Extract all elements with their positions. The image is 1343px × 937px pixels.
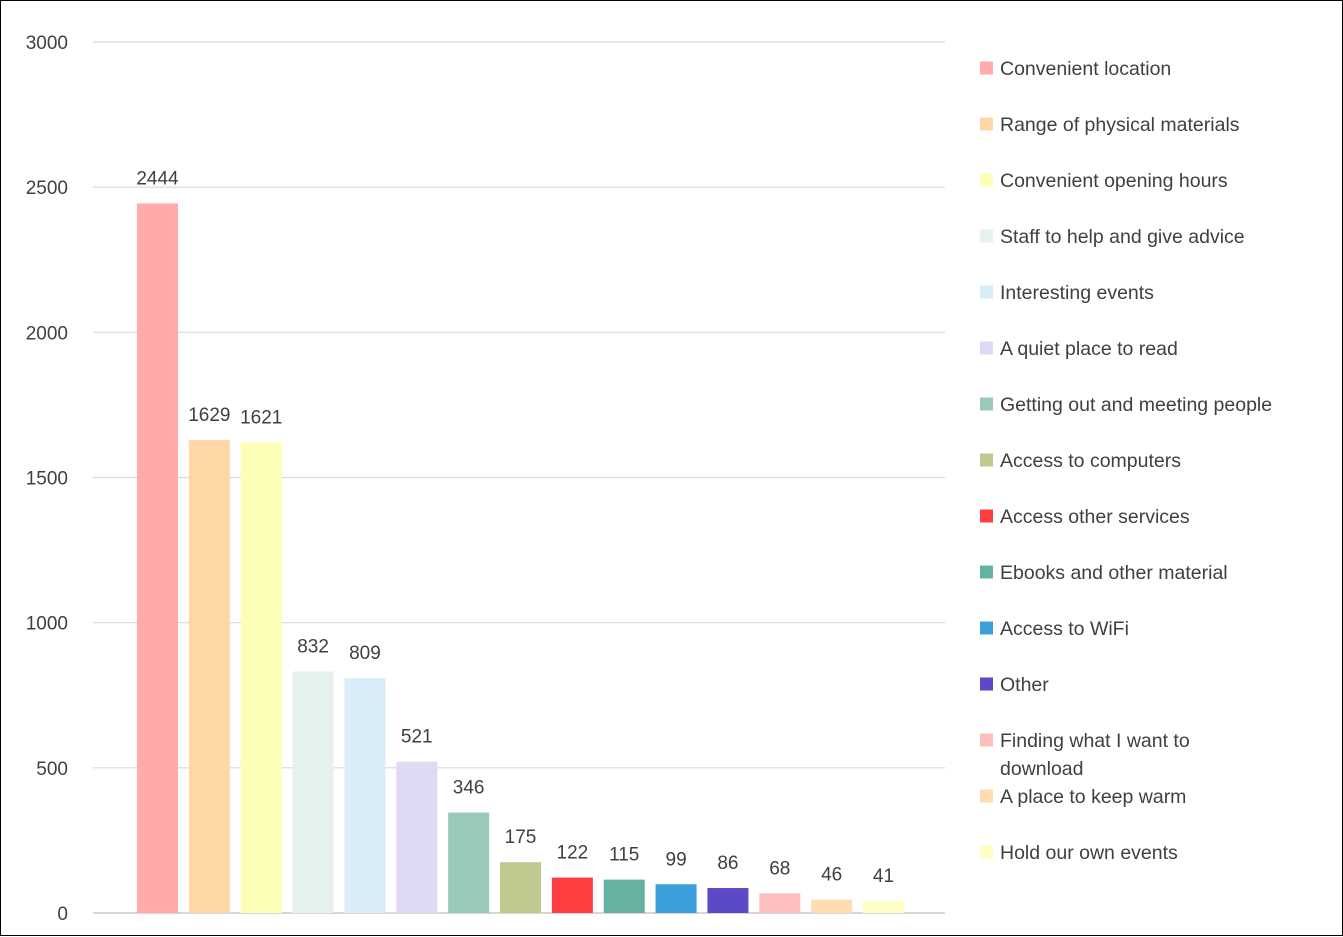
legend-item: A quiet place to read	[980, 338, 1178, 360]
gridlines	[93, 41, 945, 914]
legend-item: A place to keep warm	[980, 786, 1186, 808]
legend-swatch	[980, 117, 993, 131]
legend-item: Interesting events	[980, 282, 1154, 304]
bar	[240, 442, 282, 913]
legend-swatch	[980, 677, 993, 691]
data-label: 99	[666, 849, 687, 870]
legend-label: Other	[1000, 674, 1049, 696]
bar	[448, 812, 490, 913]
legend-label: Interesting events	[1000, 282, 1154, 304]
legend-label: A place to keep warm	[1000, 786, 1186, 808]
legend-swatch	[980, 61, 993, 75]
y-tick-label: 500	[36, 759, 68, 780]
data-label: 122	[557, 843, 589, 864]
legend-label: Finding what I want to	[1000, 730, 1190, 752]
legend-label: download	[1000, 758, 1083, 780]
bar	[500, 862, 541, 913]
legend-label: Access to WiFi	[1000, 618, 1129, 640]
y-tick-label: 1000	[26, 614, 68, 635]
data-label: 115	[609, 845, 639, 866]
y-tick-label: 1500	[26, 469, 68, 490]
legend-label: A quiet place to read	[1000, 338, 1178, 360]
y-tick-label: 2500	[26, 178, 68, 199]
bar	[811, 899, 853, 913]
y-tick-label: 3000	[26, 33, 68, 54]
y-axis-ticks: 0 500 1000 1500 2000 2500 3000	[26, 33, 68, 925]
legend-label: Ebooks and other material	[1000, 562, 1228, 584]
y-tick-label: 0	[57, 904, 68, 925]
data-label: 68	[769, 858, 790, 879]
legend-swatch	[980, 285, 993, 299]
legend-item: Getting out and meeting people	[980, 394, 1272, 416]
data-labels: 2444 1629 1621 832 809 521 346 175 122 115 99 86 68 4…	[136, 168, 894, 887]
bar	[655, 884, 697, 913]
legend-label: Access other services	[1000, 506, 1190, 528]
data-label: 2444	[136, 168, 179, 189]
bar	[188, 440, 230, 913]
data-label: 832	[297, 636, 329, 657]
legend-item: Hold our own events	[980, 842, 1178, 864]
legend-label: Convenient opening hours	[1000, 170, 1228, 192]
legend-swatch	[980, 229, 993, 243]
data-label: 521	[401, 727, 433, 748]
bar	[603, 879, 645, 913]
data-label: 86	[717, 853, 738, 874]
legend-label: Hold our own events	[1000, 842, 1178, 864]
bar	[396, 761, 438, 913]
legend-swatch	[980, 565, 993, 579]
legend-item: Convenient opening hours	[980, 170, 1228, 192]
legend-label: Range of physical materials	[1000, 114, 1240, 136]
legend-item: Range of physical materials	[980, 114, 1240, 136]
bar	[344, 678, 386, 913]
legend-item: Finding what I want to download	[980, 730, 1190, 780]
data-label: 46	[821, 865, 842, 886]
legend-swatch	[980, 733, 993, 747]
data-label: 809	[349, 643, 381, 664]
bar	[137, 203, 178, 913]
legend-label: Access to computers	[1000, 450, 1181, 472]
bar	[551, 877, 593, 913]
data-label: 175	[505, 827, 537, 848]
legend-item: Convenient location	[980, 58, 1171, 80]
bar	[707, 888, 749, 913]
legend-swatch	[980, 845, 993, 859]
legend-swatch	[980, 789, 993, 803]
data-label: 41	[873, 866, 894, 887]
legend-label: Staff to help and give advice	[1000, 226, 1245, 248]
legend-swatch	[980, 621, 993, 635]
legend: Convenient location Range of physical mat…	[980, 58, 1272, 864]
bar	[759, 893, 801, 913]
legend-swatch	[980, 509, 993, 523]
legend-swatch	[980, 173, 993, 187]
legend-label: Getting out and meeting people	[1000, 394, 1272, 416]
bar	[292, 671, 334, 913]
bars	[137, 203, 904, 913]
legend-swatch	[980, 341, 993, 355]
legend-item: Access to computers	[980, 450, 1181, 472]
legend-swatch	[980, 397, 993, 411]
bar	[863, 901, 904, 913]
legend-item: Access to WiFi	[980, 618, 1129, 640]
legend-item: Access other services	[980, 506, 1190, 528]
legend-swatch	[980, 453, 993, 467]
data-label: 346	[453, 778, 485, 799]
legend-label: Convenient location	[1000, 58, 1171, 80]
legend-item: Ebooks and other material	[980, 562, 1228, 584]
data-label: 1629	[188, 405, 230, 426]
legend-item: Other	[980, 674, 1049, 696]
legend-item: Staff to help and give advice	[980, 226, 1245, 248]
y-tick-label: 2000	[26, 323, 68, 344]
data-label: 1621	[240, 407, 282, 428]
